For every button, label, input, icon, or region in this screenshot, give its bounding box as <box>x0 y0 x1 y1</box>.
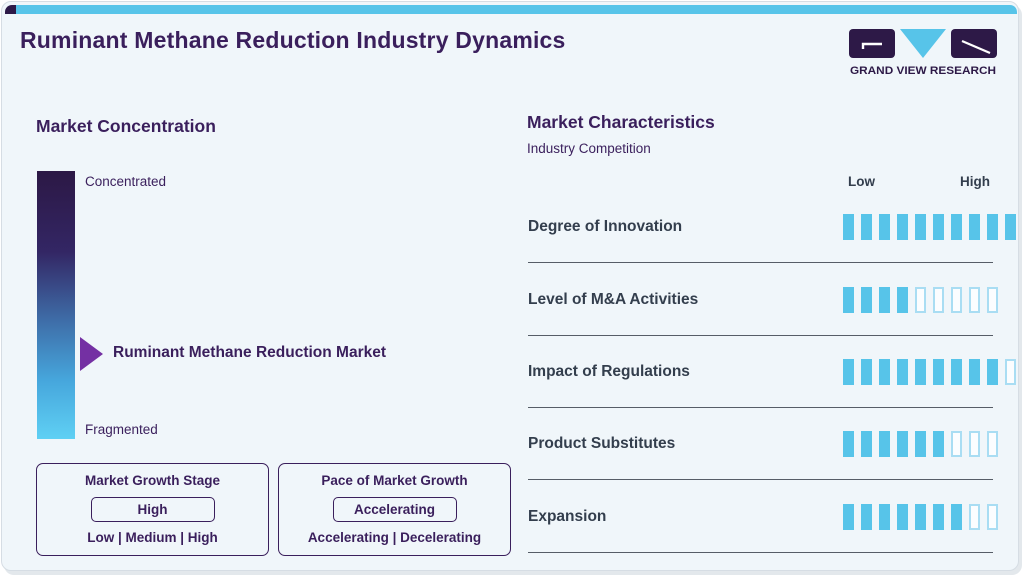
rating-bar-filled <box>861 359 872 385</box>
scale-low-label: Low <box>848 174 875 189</box>
rating-bars <box>843 359 1016 385</box>
pace-of-growth-scale: Accelerating | Decelerating <box>307 530 482 545</box>
top-accent-strip <box>5 5 1017 14</box>
rating-bar-filled <box>861 431 872 457</box>
rating-bar-hollow <box>933 287 944 313</box>
characteristic-row-regulations: Impact of Regulations <box>528 359 1016 411</box>
rating-bar-filled <box>861 287 872 313</box>
rating-bar-hollow <box>1005 359 1016 385</box>
scale-high-label: High <box>960 174 990 189</box>
characteristic-label: Expansion <box>528 508 607 525</box>
gvr-logo: GRAND VIEW RESEARCH <box>849 29 997 77</box>
market-position-label: Ruminant Methane Reduction Market <box>113 344 386 361</box>
rating-bar-filled <box>879 359 890 385</box>
characteristic-label: Degree of Innovation <box>528 218 683 235</box>
rating-bar-hollow <box>987 287 998 313</box>
rating-bar-filled <box>1005 214 1016 240</box>
top-strip-blue-bar <box>16 5 1017 14</box>
rating-bar-hollow <box>969 504 980 530</box>
fragmented-label: Fragmented <box>85 422 158 437</box>
row-divider <box>528 479 993 480</box>
pace-of-growth-box: Pace of Market Growth Accelerating Accel… <box>278 463 511 556</box>
pace-of-growth-title: Pace of Market Growth <box>321 473 468 488</box>
rating-bar-filled <box>951 214 962 240</box>
rating-bar-filled <box>933 504 944 530</box>
row-divider <box>528 552 993 553</box>
rating-bar-filled <box>843 359 854 385</box>
rating-bar-filled <box>933 214 944 240</box>
rating-bar-filled <box>897 504 908 530</box>
rating-bar-filled <box>843 431 854 457</box>
market-concentration-heading: Market Concentration <box>36 116 216 136</box>
market-growth-stage-box: Market Growth Stage High Low | Medium | … <box>36 463 269 556</box>
rating-bar-filled <box>915 431 926 457</box>
market-characteristics-heading: Market Characteristics <box>527 112 715 132</box>
rating-bar-filled <box>897 287 908 313</box>
rating-bar-filled <box>879 431 890 457</box>
rating-bar-hollow <box>951 431 962 457</box>
rating-bar-filled <box>897 431 908 457</box>
page-title: Ruminant Methane Reduction Industry Dyna… <box>20 27 566 53</box>
row-divider <box>528 262 993 263</box>
characteristic-label: Impact of Regulations <box>528 363 690 380</box>
rating-bar-filled <box>843 287 854 313</box>
logo-caption: GRAND VIEW RESEARCH <box>850 65 996 77</box>
rating-bars <box>843 287 998 313</box>
rating-bars <box>843 214 1016 240</box>
rating-bar-hollow <box>915 287 926 313</box>
growth-stage-title: Market Growth Stage <box>84 473 221 488</box>
rating-bar-filled <box>879 287 890 313</box>
row-divider <box>528 335 993 336</box>
rating-bar-filled <box>951 504 962 530</box>
rating-bar-filled <box>843 504 854 530</box>
top-strip-purple-cap <box>5 5 16 14</box>
rating-bar-hollow <box>987 504 998 530</box>
rating-bar-filled <box>969 214 980 240</box>
characteristic-label: Level of M&A Activities <box>528 291 699 308</box>
logo-v-triangle <box>900 29 946 58</box>
rating-bar-filled <box>879 504 890 530</box>
rating-bar-hollow <box>951 287 962 313</box>
concentration-gradient-bar <box>37 171 75 439</box>
industry-competition-subtitle: Industry Competition <box>527 141 651 156</box>
rating-bar-filled <box>915 214 926 240</box>
rating-bar-filled <box>987 214 998 240</box>
growth-stage-value: High <box>90 496 215 522</box>
rating-bar-filled <box>969 359 980 385</box>
rating-bar-filled <box>843 214 854 240</box>
rating-bar-filled <box>951 359 962 385</box>
characteristic-row-mna: Level of M&A Activities <box>528 287 1010 339</box>
rating-bars <box>843 431 998 457</box>
market-position-arrow-icon <box>80 337 103 371</box>
logo-r-block <box>951 29 997 58</box>
rating-bar-filled <box>879 214 890 240</box>
growth-stage-scale: Low | Medium | High <box>87 530 218 545</box>
rating-bar-filled <box>897 359 908 385</box>
rating-bar-filled <box>861 504 872 530</box>
rating-bar-filled <box>933 431 944 457</box>
characteristic-row-substitutes: Product Substitutes <box>528 431 1010 483</box>
characteristic-label: Product Substitutes <box>528 435 676 452</box>
row-divider <box>528 407 993 408</box>
concentrated-label: Concentrated <box>85 174 167 189</box>
rating-bar-filled <box>897 214 908 240</box>
rating-bar-filled <box>933 359 944 385</box>
characteristic-row-innovation: Degree of Innovation <box>528 214 1016 266</box>
characteristic-row-expansion: Expansion <box>528 504 1010 556</box>
rating-bar-hollow <box>969 287 980 313</box>
pace-of-growth-value: Accelerating <box>332 496 457 522</box>
rating-bar-hollow <box>969 431 980 457</box>
logo-g-glyph <box>861 42 882 49</box>
rating-bar-filled <box>915 504 926 530</box>
rating-bar-filled <box>915 359 926 385</box>
rating-bar-filled <box>987 359 998 385</box>
rating-bar-filled <box>861 214 872 240</box>
rating-bars <box>843 504 998 530</box>
logo-r-glyph <box>961 39 991 55</box>
rating-bar-hollow <box>987 431 998 457</box>
